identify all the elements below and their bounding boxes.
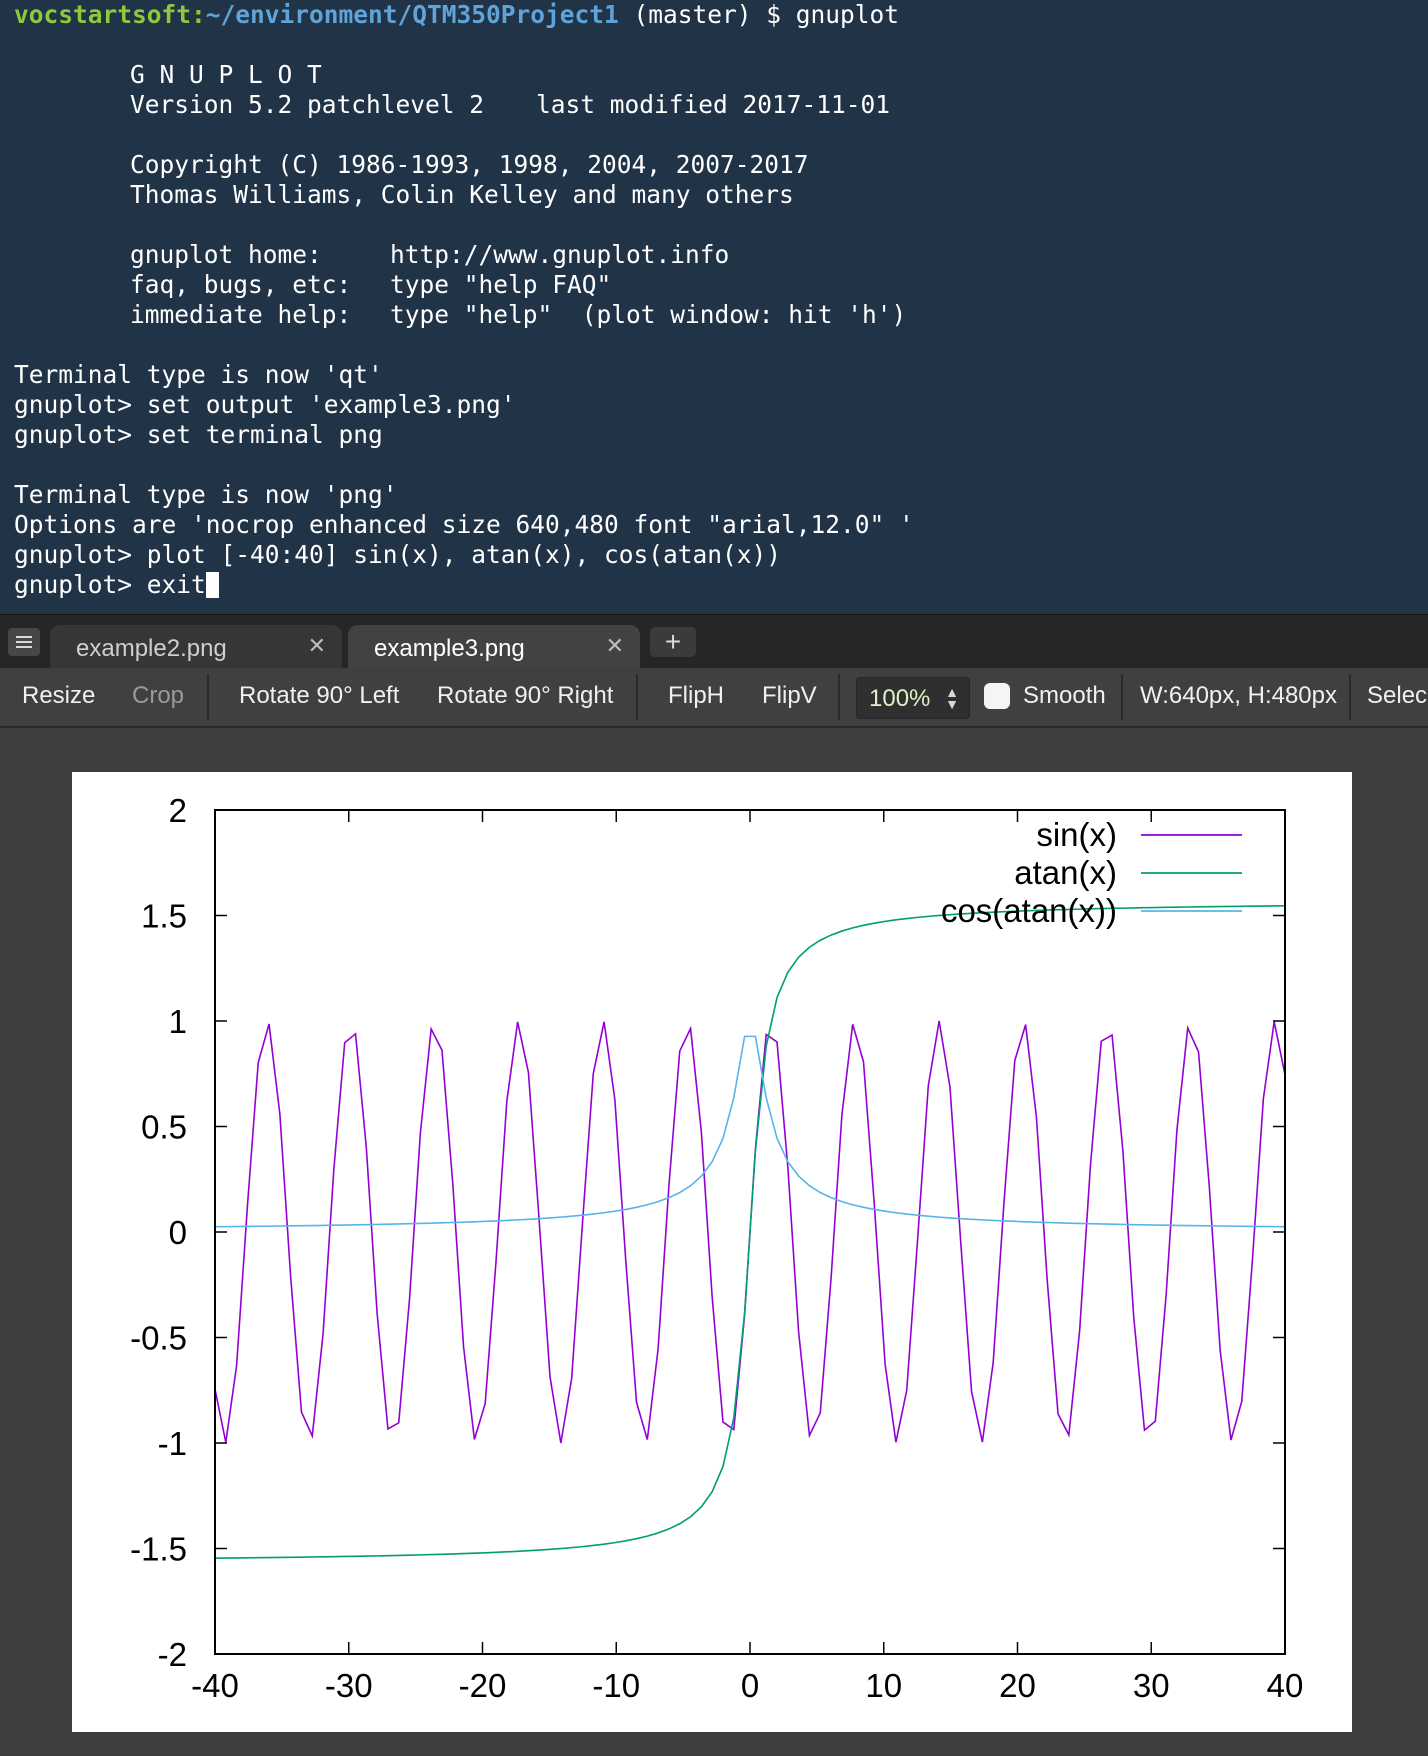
- x-tick-label: 10: [865, 1667, 902, 1704]
- y-tick-label: 1: [169, 1003, 187, 1040]
- tab-example3[interactable]: example3.png ✕: [348, 625, 640, 669]
- toolbar-divider: [207, 674, 209, 720]
- x-tick-label: -10: [592, 1667, 640, 1704]
- rotate-right-button[interactable]: Rotate 90° Right: [437, 682, 614, 709]
- resize-button[interactable]: Resize: [22, 682, 96, 709]
- help-row: faq, bugs, etc: type "help FAQ": [130, 270, 612, 299]
- zoom-stepper[interactable]: 100% ▲ ▼: [856, 677, 970, 719]
- toolbar-divider: [1121, 674, 1123, 720]
- fliph-button[interactable]: FlipH: [668, 682, 725, 709]
- toolbar-divider: [838, 674, 840, 720]
- terminal-input-line[interactable]: gnuplot> exit: [14, 570, 219, 600]
- legend-label: sin(x): [1036, 816, 1117, 853]
- y-tick-label: -2: [158, 1636, 187, 1673]
- flipv-button[interactable]: FlipV: [762, 682, 817, 709]
- image-canvas[interactable]: 2 1.5 1 0.5 0 -0.5 -1 -1.5 -2 -40 -30 -20 -10 0 10 20 30…: [72, 772, 1352, 1732]
- legend-label: cos(atan(x)): [941, 892, 1117, 929]
- authors-line: Thomas Williams, Colin Kelley and many o…: [130, 180, 794, 209]
- modified-line: last modified 2017-11-01: [536, 90, 891, 119]
- close-icon[interactable]: ✕: [307, 633, 326, 658]
- y-tick-label: 2: [169, 792, 187, 829]
- series-line-atan-x: [215, 905, 1285, 1559]
- version-line: Version 5.2 patchlevel 2 last modified 20…: [130, 90, 891, 119]
- help-row: immediate help: type "help" (plot window:…: [130, 300, 907, 329]
- banner-title: G N U P L O T: [130, 60, 322, 89]
- terminal-output-line: Options are 'nocrop enhanced size 640,48…: [14, 510, 914, 539]
- x-tick-label: -30: [325, 1667, 373, 1704]
- shell-prompt-line: vocstartsoft:~/environment/QTM350Project…: [14, 0, 900, 29]
- y-tick-label: -1: [158, 1425, 187, 1462]
- tab-label: example2.png: [76, 635, 227, 662]
- zoom-value: 100%: [869, 685, 931, 712]
- smooth-checkbox[interactable]: [984, 683, 1010, 709]
- terminal-output-line: Terminal type is now 'qt': [14, 360, 383, 389]
- y-tick-label: -0.5: [130, 1320, 187, 1357]
- legend-label: atan(x): [1014, 854, 1117, 891]
- plus-icon[interactable]: +: [650, 627, 696, 657]
- prompt-command: (master) $ gnuplot: [618, 0, 900, 29]
- prompt-path: ~/environment/QTM350Project1: [205, 0, 619, 29]
- x-tick-label: -20: [459, 1667, 507, 1704]
- text-cursor: [205, 572, 219, 598]
- toolbar-divider: [636, 674, 638, 720]
- tab-label: example3.png: [374, 635, 525, 662]
- tab-bar: example2.png ✕ example3.png ✕ +: [0, 614, 1428, 669]
- list-icon[interactable]: [8, 628, 40, 656]
- x-tick-label: 0: [741, 1667, 759, 1704]
- x-tick-label: 20: [999, 1667, 1036, 1704]
- gnuplot-chart: 2 1.5 1 0.5 0 -0.5 -1 -1.5 -2-40 -30 -20 -10 0 10 20 30…: [130, 792, 1304, 1704]
- close-icon[interactable]: ✕: [605, 633, 624, 658]
- prompt-user: vocstartsoft: [14, 0, 192, 29]
- smooth-label: Smooth: [1023, 682, 1106, 709]
- terminal-window[interactable]: vocstartsoft:~/environment/QTM350Project…: [0, 0, 1428, 614]
- terminal-command-line: gnuplot> set terminal png: [14, 420, 383, 449]
- up-down-spinner-icon[interactable]: ▲ ▼: [945, 684, 959, 712]
- series-line-cos-atan-x: [215, 1035, 1285, 1228]
- y-tick-label: 0.5: [141, 1109, 187, 1146]
- x-tick-label: 30: [1133, 1667, 1170, 1704]
- y-tick-label: 1.5: [141, 898, 187, 935]
- help-row: gnuplot home: http://www.gnuplot.info: [130, 240, 730, 269]
- y-tick-label: 0: [169, 1214, 187, 1251]
- image-toolbar: Resize Crop Rotate 90° Left Rotate 90° R…: [0, 668, 1428, 728]
- rotate-left-button[interactable]: Rotate 90° Left: [239, 682, 400, 709]
- x-tick-label: -40: [191, 1667, 239, 1704]
- terminal-command-line: gnuplot> plot [-40:40] sin(x), atan(x), …: [14, 540, 782, 569]
- terminal-output-line: Terminal type is now 'png': [14, 480, 398, 509]
- y-tick-label: -1.5: [130, 1531, 187, 1568]
- tab-example2[interactable]: example2.png ✕: [50, 625, 342, 669]
- copyright-line: Copyright (C) 1986-1993, 1998, 2004, 200…: [130, 150, 809, 179]
- dimensions-label: W:640px, H:480px: [1140, 682, 1338, 709]
- terminal-command-line: gnuplot> set output 'example3.png': [14, 390, 516, 419]
- x-tick-label: 40: [1267, 1667, 1304, 1704]
- select-button[interactable]: Selec: [1367, 682, 1428, 709]
- toolbar-divider: [1349, 674, 1351, 720]
- crop-button[interactable]: Crop: [132, 682, 185, 709]
